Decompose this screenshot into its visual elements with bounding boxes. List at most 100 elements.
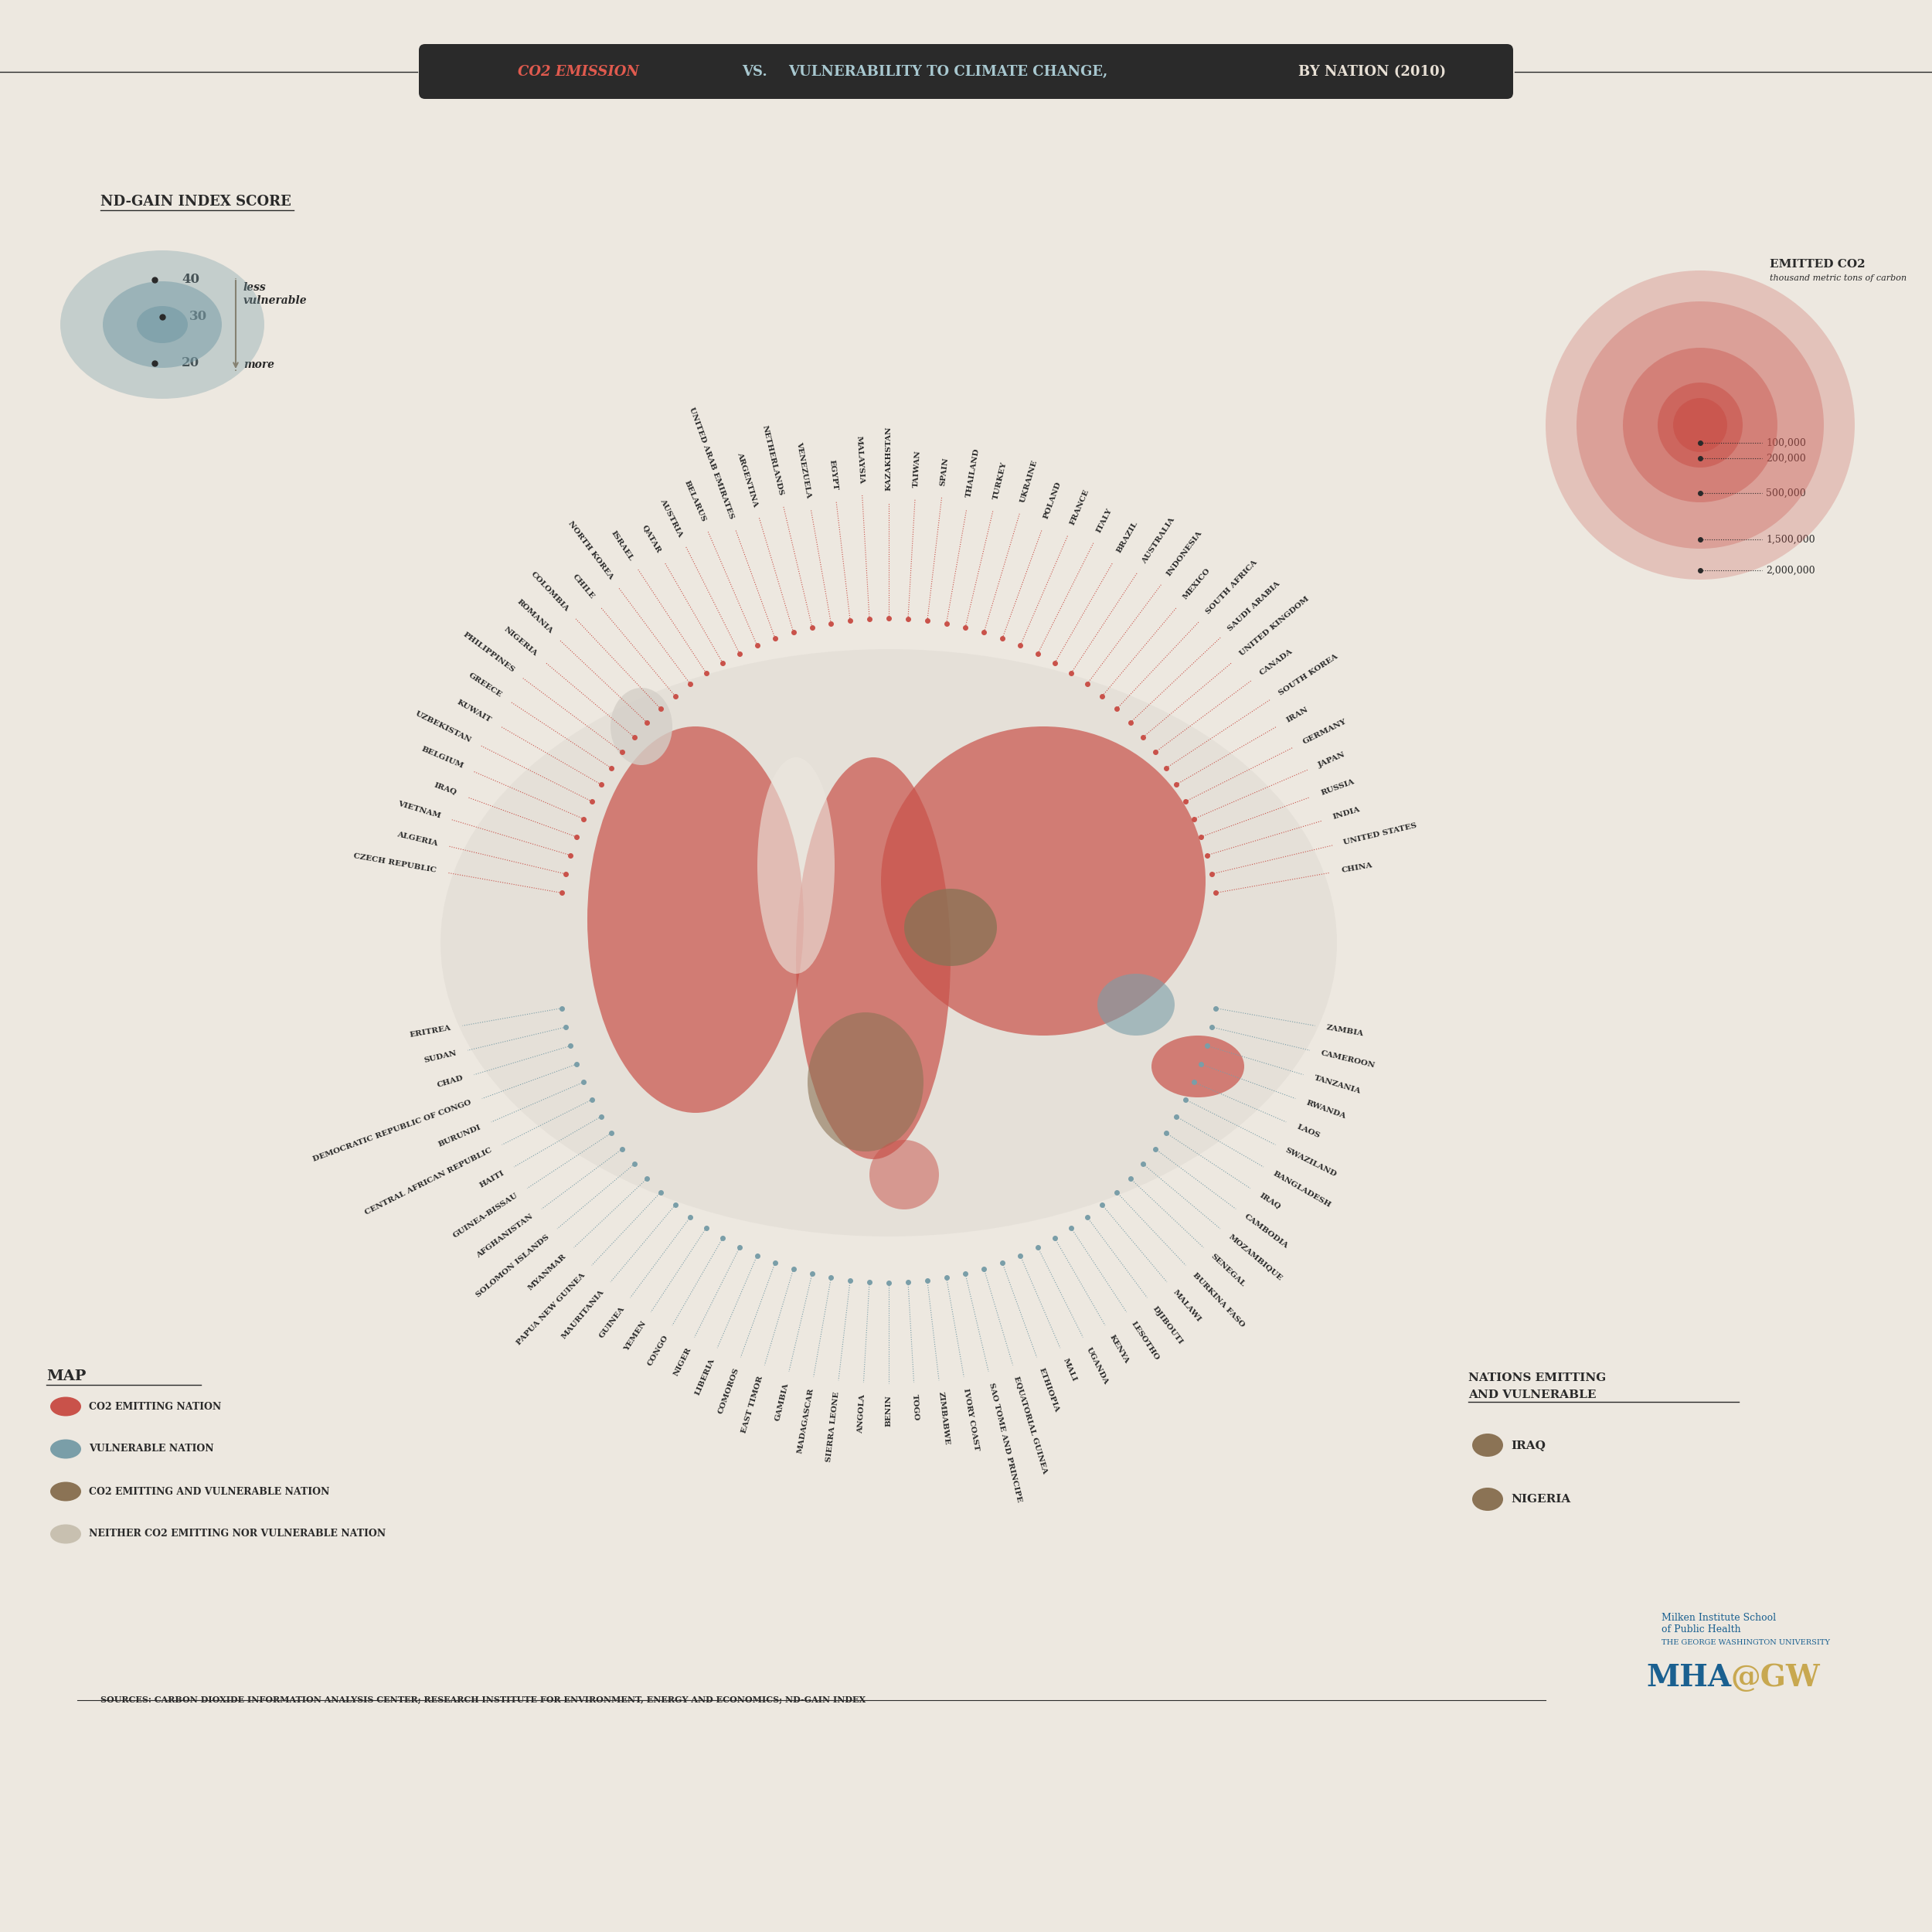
Ellipse shape xyxy=(102,282,222,367)
Ellipse shape xyxy=(50,1482,81,1501)
Text: IRAQ: IRAQ xyxy=(1258,1192,1281,1211)
Text: 500,000: 500,000 xyxy=(1766,489,1806,498)
Ellipse shape xyxy=(904,889,997,966)
Text: EMITTED CO2: EMITTED CO2 xyxy=(1770,259,1864,270)
Text: 20: 20 xyxy=(182,357,199,369)
Text: ZAMBIA: ZAMBIA xyxy=(1325,1024,1364,1037)
Text: CO2 EMITTING AND VULNERABLE NATION: CO2 EMITTING AND VULNERABLE NATION xyxy=(89,1486,330,1497)
Text: BELGIUM: BELGIUM xyxy=(419,746,464,771)
Ellipse shape xyxy=(50,1397,81,1416)
Text: VIETNAM: VIETNAM xyxy=(398,800,442,819)
Text: THE GEORGE WASHINGTON UNIVERSITY: THE GEORGE WASHINGTON UNIVERSITY xyxy=(1662,1638,1830,1646)
Text: EGYPT: EGYPT xyxy=(827,460,838,491)
Ellipse shape xyxy=(50,1439,81,1459)
Text: CENTRAL AFRICAN REPUBLIC: CENTRAL AFRICAN REPUBLIC xyxy=(363,1148,493,1217)
Text: FRANCE: FRANCE xyxy=(1068,489,1092,526)
Ellipse shape xyxy=(440,649,1337,1236)
Ellipse shape xyxy=(869,1140,939,1209)
Text: CO2 EMITTING NATION: CO2 EMITTING NATION xyxy=(89,1401,220,1412)
Text: CHILE: CHILE xyxy=(572,574,595,601)
Text: COLOMBIA: COLOMBIA xyxy=(529,570,570,612)
Text: MALAYSIA: MALAYSIA xyxy=(856,435,866,485)
Text: MHA: MHA xyxy=(1646,1663,1731,1692)
Text: CANADA: CANADA xyxy=(1258,647,1294,676)
Ellipse shape xyxy=(587,726,804,1113)
Text: TANZANIA: TANZANIA xyxy=(1314,1074,1362,1095)
Text: CO2 EMISSION: CO2 EMISSION xyxy=(518,66,639,79)
FancyBboxPatch shape xyxy=(419,44,1513,99)
Text: ISRAEL: ISRAEL xyxy=(611,529,636,562)
Text: IRAQ: IRAQ xyxy=(433,782,458,796)
Text: 1,500,000: 1,500,000 xyxy=(1766,535,1814,545)
Text: 200,000: 200,000 xyxy=(1766,454,1806,464)
Text: ZIMBABWE: ZIMBABWE xyxy=(937,1391,951,1445)
Text: DJIBOUTI: DJIBOUTI xyxy=(1151,1304,1184,1347)
Text: SIERRA LEONE: SIERRA LEONE xyxy=(825,1391,840,1463)
Text: 100,000: 100,000 xyxy=(1766,439,1806,448)
Text: COMOROS: COMOROS xyxy=(717,1368,740,1414)
Text: ITALY: ITALY xyxy=(1095,508,1113,535)
Circle shape xyxy=(1658,383,1743,468)
Text: BURUNDI: BURUNDI xyxy=(437,1122,483,1148)
Text: TURKEY: TURKEY xyxy=(993,462,1009,500)
Text: SOURCES: CARBON DIOXIDE INFORMATION ANALYSIS CENTER; RESEARCH INSTITUTE FOR ENVI: SOURCES: CARBON DIOXIDE INFORMATION ANAL… xyxy=(100,1696,866,1704)
Text: NEITHER CO2 EMITTING NOR VULNERABLE NATION: NEITHER CO2 EMITTING NOR VULNERABLE NATI… xyxy=(89,1528,386,1540)
Text: POLAND: POLAND xyxy=(1043,481,1063,520)
Circle shape xyxy=(1623,348,1777,502)
Text: UNITED KINGDOM: UNITED KINGDOM xyxy=(1238,595,1310,657)
Text: thousand metric tons of carbon: thousand metric tons of carbon xyxy=(1770,274,1907,282)
Text: ALGERIA: ALGERIA xyxy=(396,831,439,846)
Text: 30: 30 xyxy=(189,311,207,323)
Text: MALI: MALI xyxy=(1061,1356,1078,1383)
Text: CONGO: CONGO xyxy=(647,1333,670,1368)
Text: @GW: @GW xyxy=(1731,1663,1820,1692)
Text: IVORY COAST: IVORY COAST xyxy=(962,1387,980,1451)
Text: BANGLADESH: BANGLADESH xyxy=(1271,1169,1333,1209)
Text: DEMOCRATIC REPUBLIC OF CONGO: DEMOCRATIC REPUBLIC OF CONGO xyxy=(311,1099,471,1163)
Text: 2,000,000: 2,000,000 xyxy=(1766,566,1814,576)
Text: VENEZUELA: VENEZUELA xyxy=(796,440,811,498)
Text: Milken Institute School: Milken Institute School xyxy=(1662,1613,1776,1623)
Text: MAP: MAP xyxy=(46,1370,87,1383)
Circle shape xyxy=(1577,301,1824,549)
Text: SUDAN: SUDAN xyxy=(423,1049,458,1065)
Ellipse shape xyxy=(757,757,835,974)
Text: NATIONS EMITTING: NATIONS EMITTING xyxy=(1468,1372,1605,1383)
Text: SWAZILAND: SWAZILAND xyxy=(1285,1148,1337,1179)
Text: UKRAINE: UKRAINE xyxy=(1020,460,1039,504)
Text: THAILAND: THAILAND xyxy=(966,448,981,498)
Text: UNITED ARAB EMIRATES: UNITED ARAB EMIRATES xyxy=(688,406,734,520)
Text: PAPUA NEW GUINEA: PAPUA NEW GUINEA xyxy=(516,1271,585,1347)
Text: VULNERABLE NATION: VULNERABLE NATION xyxy=(89,1443,214,1455)
Text: AUSTRIA: AUSTRIA xyxy=(659,497,684,537)
Text: BRAZIL: BRAZIL xyxy=(1115,520,1140,554)
Ellipse shape xyxy=(60,251,265,398)
Text: ARGENTINA: ARGENTINA xyxy=(736,450,759,508)
Ellipse shape xyxy=(796,757,951,1159)
Text: CZECH REPUBLIC: CZECH REPUBLIC xyxy=(354,852,437,873)
Text: SOUTH AFRICA: SOUTH AFRICA xyxy=(1204,558,1258,616)
Ellipse shape xyxy=(808,1012,923,1151)
Text: SPAIN: SPAIN xyxy=(939,458,951,487)
Text: SOUTH KOREA: SOUTH KOREA xyxy=(1277,653,1339,697)
Text: 40: 40 xyxy=(182,272,199,286)
Text: NETHERLANDS: NETHERLANDS xyxy=(761,425,784,497)
Text: GUINEA: GUINEA xyxy=(599,1304,626,1339)
Text: MAURITANIA: MAURITANIA xyxy=(560,1289,607,1341)
Ellipse shape xyxy=(137,305,187,344)
Text: SENEGAL: SENEGAL xyxy=(1209,1254,1246,1289)
Text: ETHIOPIA: ETHIOPIA xyxy=(1037,1368,1061,1412)
Ellipse shape xyxy=(1472,1434,1503,1457)
Text: less: less xyxy=(243,282,267,294)
Text: ERITREA: ERITREA xyxy=(410,1024,452,1037)
Text: EQUATORIAL GUINEA: EQUATORIAL GUINEA xyxy=(1012,1376,1049,1474)
Circle shape xyxy=(1546,270,1855,580)
Text: CAMBODIA: CAMBODIA xyxy=(1242,1213,1289,1250)
Text: UZBEKISTAN: UZBEKISTAN xyxy=(413,709,473,744)
Text: of Public Health: of Public Health xyxy=(1662,1625,1741,1634)
Text: GERMANY: GERMANY xyxy=(1302,719,1347,746)
Text: HAITI: HAITI xyxy=(479,1169,506,1190)
Ellipse shape xyxy=(1472,1488,1503,1511)
Text: MYANMAR: MYANMAR xyxy=(527,1254,568,1293)
Text: ANGOLA: ANGOLA xyxy=(858,1395,866,1434)
